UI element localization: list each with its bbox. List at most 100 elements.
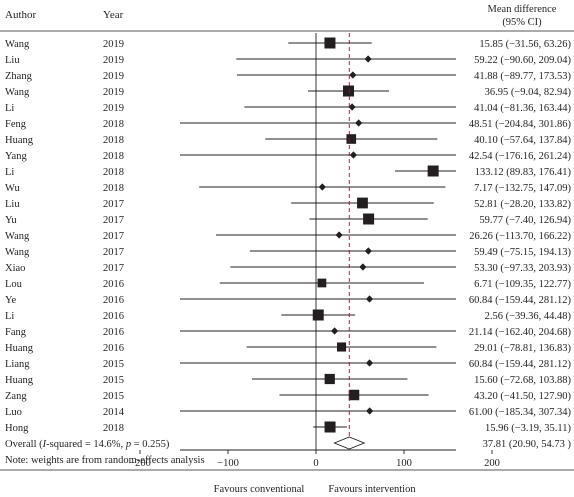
- overall-diamond: [333, 436, 366, 450]
- overall-label-p-rest: = 0.255): [131, 439, 170, 450]
- study-author: Li: [5, 103, 14, 114]
- study-year: 2016: [103, 279, 124, 290]
- study-estimate-diamond: [355, 119, 363, 127]
- study-estimate-diamond: [364, 55, 372, 63]
- overall-label-p: p: [125, 439, 131, 450]
- study-year: 2017: [103, 231, 124, 242]
- study-author: Wang: [5, 39, 30, 50]
- study-ci-text: 29.01 (−78.81, 136.83): [474, 343, 571, 354]
- study-year: 2017: [103, 247, 124, 258]
- study-estimate-diamond: [365, 359, 374, 367]
- study-ci-text: 59.22 (−90.60, 209.04): [474, 55, 571, 66]
- study-estimate-square: [317, 278, 327, 288]
- study-ci-text: 43.20 (−41.50, 127.90): [474, 391, 571, 402]
- study-estimate-square: [324, 421, 336, 433]
- study-estimate-diamond: [365, 295, 374, 303]
- study-estimate-square: [357, 197, 368, 209]
- study-author: Wang: [5, 231, 30, 242]
- study-estimate-square: [312, 309, 324, 321]
- study-estimate-diamond: [366, 407, 374, 415]
- study-author: Ye: [5, 295, 17, 306]
- study-author: Yu: [5, 215, 17, 226]
- study-ci-text: 48.51 (−204.84, 301.86): [469, 119, 572, 130]
- study-year: 2018: [103, 119, 124, 130]
- study-year: 2015: [103, 359, 124, 370]
- study-ci-text: 21.14 (−162.40, 204.68): [469, 327, 572, 338]
- study-estimate-square: [324, 373, 335, 385]
- study-ci-text: 15.85 (−31.56, 63.26): [479, 39, 571, 50]
- study-ci-text: 41.88 (−89.77, 173.53): [474, 71, 571, 82]
- overall-label-i: I: [42, 439, 47, 450]
- study-estimate-square: [363, 213, 375, 225]
- study-year: 2017: [103, 263, 124, 274]
- study-estimate-diamond: [359, 263, 367, 271]
- study-year: 2014: [103, 407, 125, 418]
- study-ci-text: 40.10 (−57.64, 137.84): [474, 135, 571, 146]
- study-author: Huang: [5, 343, 34, 354]
- study-author: Fang: [5, 327, 27, 338]
- study-year: 2016: [103, 311, 124, 322]
- study-year: 2016: [103, 327, 124, 338]
- study-year: 2019: [103, 55, 124, 66]
- study-ci-text: 42.54 (−176.16, 261.24): [469, 151, 572, 162]
- study-author: Wu: [5, 183, 20, 194]
- study-year: 2018: [103, 135, 124, 146]
- study-ci-text: 26.26 (−113.70, 166.22): [469, 231, 571, 242]
- study-author: Liu: [5, 199, 20, 210]
- study-estimate-diamond: [349, 71, 357, 79]
- study-ci-text: 53.30 (−97.33, 203.93): [474, 263, 571, 274]
- study-year: 2018: [103, 167, 124, 178]
- study-estimate-diamond: [348, 103, 356, 111]
- study-ci-text: 6.71 (−109.35, 122.77): [474, 279, 571, 290]
- study-year: 2017: [103, 215, 124, 226]
- overall-label-i2: -squared = 14.6%,: [46, 439, 126, 450]
- study-estimate-square: [336, 342, 347, 352]
- header-effect-line2: (95% CI): [502, 17, 542, 28]
- weights-note: Note: weights are from random-effects an…: [5, 455, 205, 466]
- study-ci-text: 2.56 (−39.36, 44.48): [485, 311, 572, 322]
- study-year: 2019: [103, 71, 124, 82]
- study-author: Huang: [5, 135, 34, 146]
- study-author: Liang: [5, 359, 30, 370]
- study-estimate-square: [343, 85, 355, 97]
- study-estimate-diamond: [331, 327, 339, 335]
- study-estimate-square: [346, 134, 357, 144]
- study-year: 2019: [103, 103, 124, 114]
- header-author: Author: [5, 9, 37, 21]
- study-ci-text: 59.49 (−75.15, 194.13): [474, 247, 571, 258]
- study-year: 2019: [103, 87, 124, 98]
- study-estimate-square: [324, 37, 336, 49]
- study-ci-text: 15.60 (−72.68, 103.88): [474, 375, 571, 386]
- study-author: Luo: [5, 407, 22, 418]
- study-author: Wang: [5, 247, 30, 258]
- study-author: Wang: [5, 87, 30, 98]
- header-effect-line1: Mean difference: [488, 4, 557, 15]
- study-ci-text: 59.77 (−7.40, 126.94): [479, 215, 571, 226]
- study-year: 2015: [103, 375, 124, 386]
- study-author: Liu: [5, 55, 20, 66]
- x-tick-label: 200: [484, 458, 500, 469]
- x-tick-label: −100: [217, 458, 239, 469]
- study-author: Yang: [5, 151, 27, 162]
- study-year: 2016: [103, 343, 124, 354]
- study-ci-text: 133.12 (89.83, 176.41): [475, 167, 572, 178]
- study-author: Huang: [5, 375, 34, 386]
- overall-label-prefix: Overall (: [5, 439, 43, 450]
- study-ci-text: 61.00 (−185.34, 307.34): [469, 407, 572, 418]
- study-ci-text: 52.81 (−28.20, 133.82): [474, 199, 571, 210]
- study-estimate-diamond: [364, 247, 372, 255]
- study-year: 2018: [103, 183, 124, 194]
- study-estimate-diamond: [318, 183, 326, 191]
- study-year: 2019: [103, 39, 124, 50]
- study-author: Hong: [5, 423, 29, 434]
- study-ci-text: 36.95 (−9.04, 82.94): [485, 87, 572, 98]
- study-year: 2015: [103, 391, 124, 402]
- x-tick-label: 0: [313, 458, 318, 469]
- study-ci-text: 7.17 (−132.75, 147.09): [474, 183, 571, 194]
- header-year: Year: [103, 9, 124, 21]
- study-author: Zhang: [5, 71, 33, 82]
- study-year: 2016: [103, 295, 124, 306]
- overall-label: Overall (I-squared = 14.6%, p = 0.255): [5, 439, 170, 450]
- study-author: Zang: [5, 391, 27, 402]
